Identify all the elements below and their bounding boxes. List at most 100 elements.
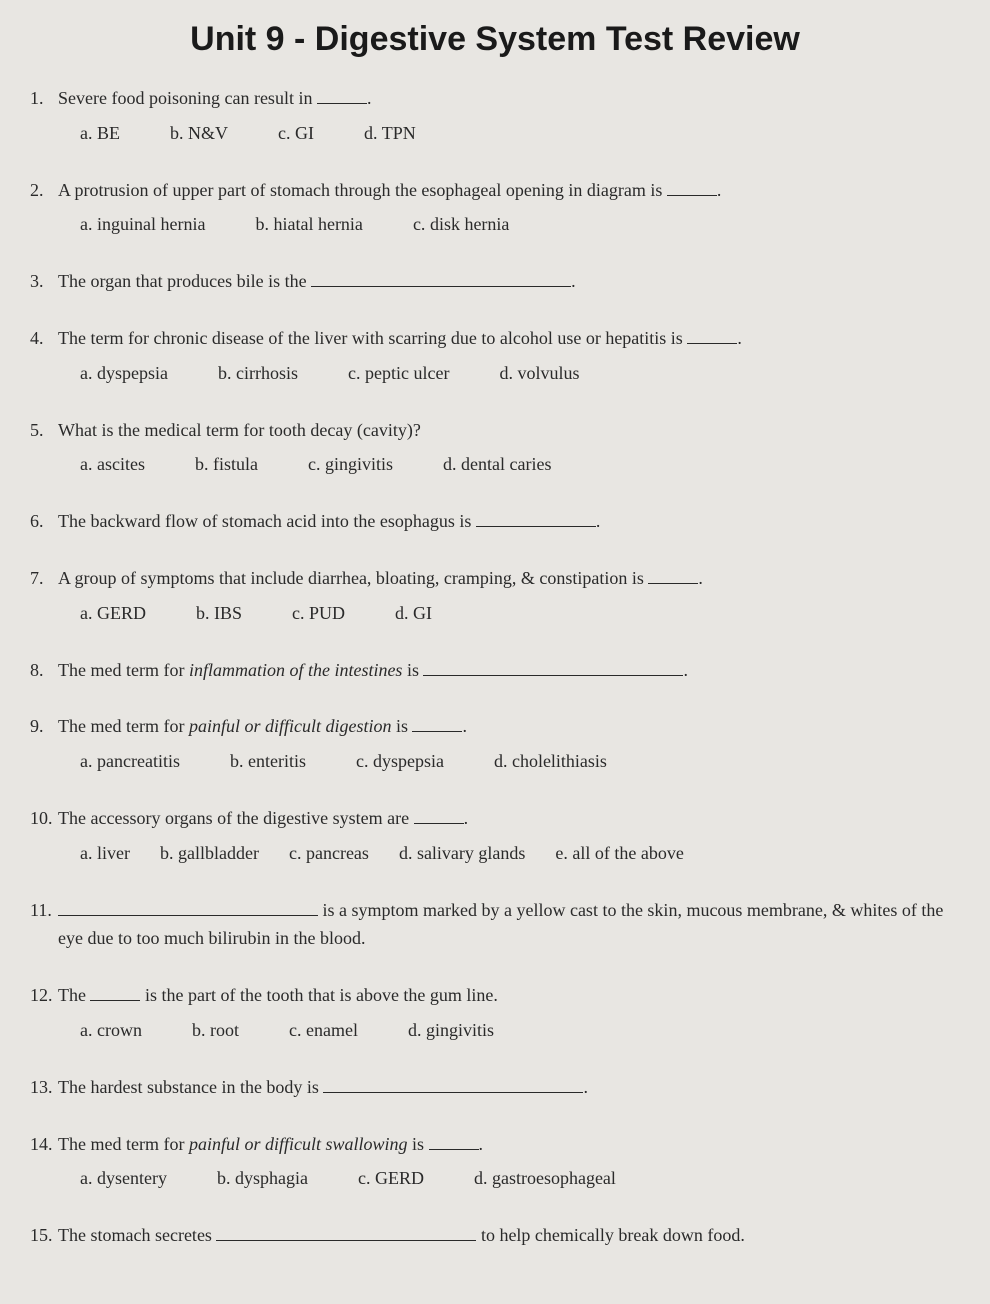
answer-option[interactable]: d. TPN bbox=[364, 119, 416, 148]
answer-option[interactable]: c. gingivitis bbox=[308, 450, 393, 479]
option-letter: d. bbox=[474, 1168, 492, 1188]
answer-option[interactable]: c. disk hernia bbox=[413, 210, 509, 239]
answer-option[interactable]: b. cirrhosis bbox=[218, 359, 298, 388]
fill-blank[interactable] bbox=[687, 326, 737, 344]
question-number: 2. bbox=[30, 176, 58, 205]
fill-blank[interactable] bbox=[311, 269, 571, 287]
option-label: enteritis bbox=[248, 751, 306, 771]
answer-option[interactable]: a. pancreatitis bbox=[80, 747, 180, 776]
answer-option[interactable]: a. crown bbox=[80, 1016, 142, 1045]
question-row: 7.A group of symptoms that include diarr… bbox=[30, 564, 960, 593]
option-label: BE bbox=[97, 123, 120, 143]
answer-option[interactable]: c. peptic ulcer bbox=[348, 359, 449, 388]
answer-option[interactable]: b. hiatal hernia bbox=[255, 210, 362, 239]
question-row: 4.The term for chronic disease of the li… bbox=[30, 324, 960, 353]
answer-option[interactable]: a. dysentery bbox=[80, 1164, 167, 1193]
option-label: GI bbox=[413, 603, 432, 623]
answer-option[interactable]: b. N&V bbox=[170, 119, 228, 148]
fill-blank[interactable] bbox=[90, 983, 140, 1001]
question-text: The term for chronic disease of the live… bbox=[58, 324, 960, 353]
option-letter: d. bbox=[408, 1020, 426, 1040]
question-text-before: A protrusion of upper part of stomach th… bbox=[58, 180, 667, 200]
question-text-after: is the part of the tooth that is above t… bbox=[140, 985, 497, 1005]
question: 8.The med term for inflammation of the i… bbox=[30, 656, 960, 685]
answer-option[interactable]: a. liver bbox=[80, 839, 130, 868]
answer-option[interactable]: d. GI bbox=[395, 599, 432, 628]
question-number: 7. bbox=[30, 564, 58, 593]
answer-option[interactable]: b. dysphagia bbox=[217, 1164, 308, 1193]
answer-option[interactable]: c. PUD bbox=[292, 599, 345, 628]
answer-option[interactable]: d. gastroesophageal bbox=[474, 1164, 616, 1193]
fill-blank[interactable] bbox=[476, 509, 596, 527]
option-label: pancreas bbox=[306, 843, 369, 863]
question-text-after: . bbox=[464, 808, 469, 828]
answer-option[interactable]: b. gallbladder bbox=[160, 839, 259, 868]
answer-option[interactable]: d. salivary glands bbox=[399, 839, 525, 868]
answer-option[interactable]: a. GERD bbox=[80, 599, 146, 628]
option-letter: c. bbox=[278, 123, 295, 143]
question-text-after: . bbox=[367, 88, 372, 108]
option-label: dyspepsia bbox=[373, 751, 444, 771]
option-letter: a. bbox=[80, 1020, 97, 1040]
answer-option[interactable]: c. dyspepsia bbox=[356, 747, 444, 776]
answer-option[interactable]: c. GERD bbox=[358, 1164, 424, 1193]
question-row: 10.The accessory organs of the digestive… bbox=[30, 804, 960, 833]
question-text: A protrusion of upper part of stomach th… bbox=[58, 176, 960, 205]
fill-blank[interactable] bbox=[423, 658, 683, 676]
option-letter: b. bbox=[230, 751, 248, 771]
answer-option[interactable]: c. pancreas bbox=[289, 839, 369, 868]
question: 7.A group of symptoms that include diarr… bbox=[30, 564, 960, 628]
answer-option[interactable]: b. fistula bbox=[195, 450, 258, 479]
answer-option[interactable]: a. ascites bbox=[80, 450, 145, 479]
option-label: inguinal hernia bbox=[97, 214, 205, 234]
option-letter: d. bbox=[499, 363, 517, 383]
option-letter: a. bbox=[80, 214, 97, 234]
question-number: 13. bbox=[30, 1073, 58, 1102]
question-text-mid: is bbox=[407, 1134, 428, 1154]
fill-blank[interactable] bbox=[412, 714, 462, 732]
answer-option[interactable]: e. all of the above bbox=[555, 839, 683, 868]
answer-option[interactable]: d. gingivitis bbox=[408, 1016, 494, 1045]
options-row: a. dysentery b. dysphagia c. GERD d. gastro… bbox=[80, 1164, 960, 1193]
answer-option[interactable]: d. volvulus bbox=[499, 359, 579, 388]
answer-option[interactable]: c. enamel bbox=[289, 1016, 358, 1045]
answer-option[interactable]: a. dyspepsia bbox=[80, 359, 168, 388]
option-label: root bbox=[210, 1020, 239, 1040]
question-text-before: The med term for bbox=[58, 660, 189, 680]
question-text-after: . bbox=[717, 180, 722, 200]
fill-blank[interactable] bbox=[667, 178, 717, 196]
option-letter: a. bbox=[80, 603, 97, 623]
question-number: 10. bbox=[30, 804, 58, 833]
option-label: pancreatitis bbox=[97, 751, 180, 771]
question-text-mid: is bbox=[402, 660, 423, 680]
option-label: gingivitis bbox=[426, 1020, 494, 1040]
answer-option[interactable]: b. root bbox=[192, 1016, 239, 1045]
fill-blank[interactable] bbox=[317, 86, 367, 104]
question-row: 11. is a symptom marked by a yellow cast… bbox=[30, 896, 960, 954]
options-row: a. crown b. root c. enamel d. gingivitis bbox=[80, 1016, 960, 1045]
question-text: The backward flow of stomach acid into t… bbox=[58, 507, 960, 536]
question-row: 12.The is the part of the tooth that is … bbox=[30, 981, 960, 1010]
answer-option[interactable]: a. BE bbox=[80, 119, 120, 148]
fill-blank[interactable] bbox=[414, 806, 464, 824]
fill-blank[interactable] bbox=[429, 1132, 479, 1150]
question-text-after: . bbox=[683, 660, 688, 680]
fill-blank[interactable] bbox=[648, 566, 698, 584]
answer-option[interactable]: b. enteritis bbox=[230, 747, 306, 776]
fill-blank[interactable] bbox=[323, 1075, 583, 1093]
answer-option[interactable]: d. dental caries bbox=[443, 450, 551, 479]
fill-blank[interactable] bbox=[58, 898, 318, 916]
question: 4.The term for chronic disease of the li… bbox=[30, 324, 960, 388]
fill-blank[interactable] bbox=[216, 1223, 476, 1241]
option-label: TPN bbox=[382, 123, 416, 143]
question-text: The med term for painful or difficult di… bbox=[58, 712, 960, 741]
answer-option[interactable]: a. inguinal hernia bbox=[80, 210, 205, 239]
option-label: enamel bbox=[306, 1020, 358, 1040]
question-text-italic: inflammation of the intestines bbox=[189, 660, 403, 680]
option-label: ascites bbox=[97, 454, 145, 474]
answer-option[interactable]: c. GI bbox=[278, 119, 314, 148]
question-text-after: . bbox=[571, 271, 576, 291]
question-number: 8. bbox=[30, 656, 58, 685]
answer-option[interactable]: b. IBS bbox=[196, 599, 242, 628]
answer-option[interactable]: d. cholelithiasis bbox=[494, 747, 607, 776]
